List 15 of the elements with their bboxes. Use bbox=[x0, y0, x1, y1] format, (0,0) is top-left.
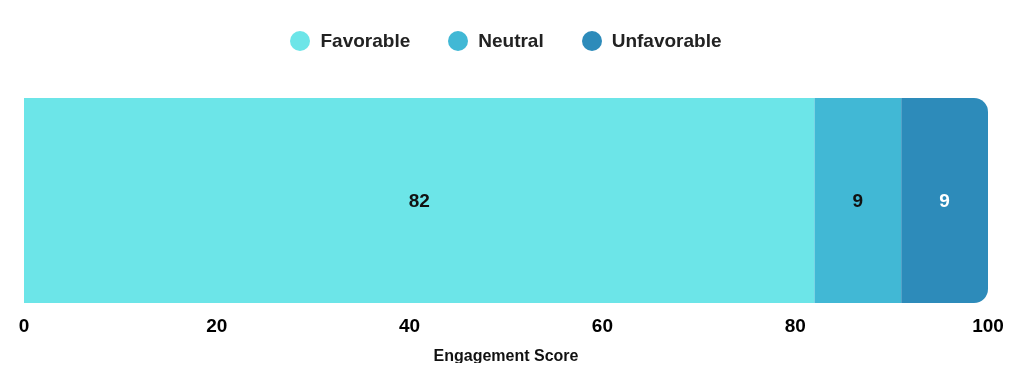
bar bbox=[901, 98, 988, 303]
x-tick-label: 80 bbox=[784, 315, 806, 337]
x-tick-label: 60 bbox=[591, 315, 613, 337]
data-label: 9 bbox=[852, 190, 864, 212]
x-tick-label: 40 bbox=[399, 315, 421, 337]
x-tick-label: 20 bbox=[206, 315, 228, 337]
data-label: 82 bbox=[408, 190, 430, 212]
legend-label: Favorable bbox=[320, 30, 411, 52]
data-label: 9 bbox=[939, 190, 950, 212]
bar bbox=[814, 98, 902, 303]
legend-label: Neutral bbox=[478, 30, 544, 52]
legend-label: Unfavorable bbox=[611, 30, 722, 52]
bar bbox=[24, 98, 815, 303]
x-tick-label: 0 bbox=[18, 315, 30, 337]
x-tick-label: 100 bbox=[972, 315, 1004, 337]
